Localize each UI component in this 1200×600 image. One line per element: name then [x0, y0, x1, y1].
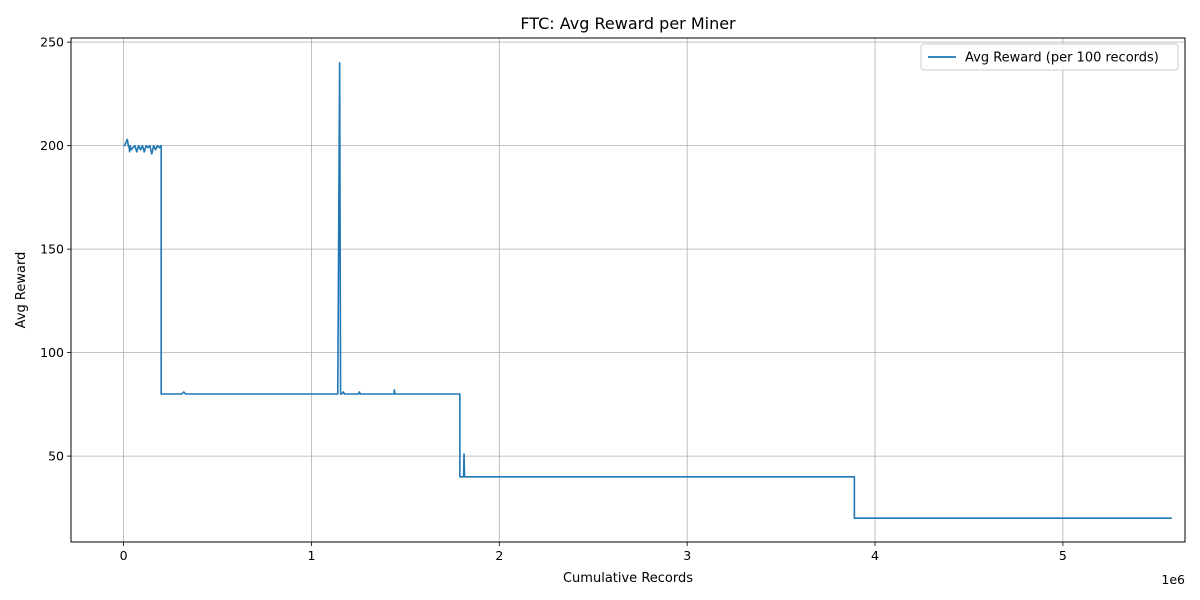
x-tick-label: 2: [495, 548, 503, 563]
ticks: 0 1 2 3 4 5 50 100 150 200 250: [40, 35, 1067, 563]
y-tick-label: 100: [40, 345, 64, 360]
x-tick-label: 1: [307, 548, 315, 563]
y-tick-label: 150: [40, 242, 64, 257]
series-layer: [123, 62, 1172, 520]
x-tick-label: 5: [1059, 548, 1067, 563]
plot-frame: [70, 37, 1186, 543]
y-axis-label: Avg Reward: [14, 252, 29, 329]
y-tick-label: 50: [48, 449, 64, 464]
series-line: [123, 62, 1172, 520]
x-tick-label: 3: [683, 548, 691, 563]
grid: [71, 38, 1185, 542]
y-tick-label: 200: [40, 138, 64, 153]
y-tick-label: 250: [40, 35, 64, 50]
x-tick-label: 0: [120, 548, 128, 563]
chart-title: FTC: Avg Reward per Miner: [520, 14, 736, 33]
legend-label: Avg Reward (per 100 records): [965, 51, 1159, 66]
x-axis-label: Cumulative Records: [563, 571, 693, 586]
x-tick-label: 4: [871, 548, 879, 563]
x-axis-offset-label: 1e6: [1161, 572, 1185, 587]
legend: Avg Reward (per 100 records): [920, 43, 1179, 71]
legend-box: [920, 43, 1179, 71]
